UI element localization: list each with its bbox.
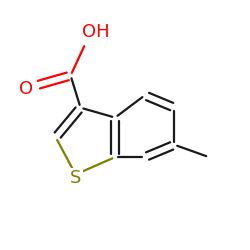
- Text: O: O: [19, 80, 33, 98]
- Text: S: S: [70, 169, 81, 187]
- Text: OH: OH: [82, 23, 109, 41]
